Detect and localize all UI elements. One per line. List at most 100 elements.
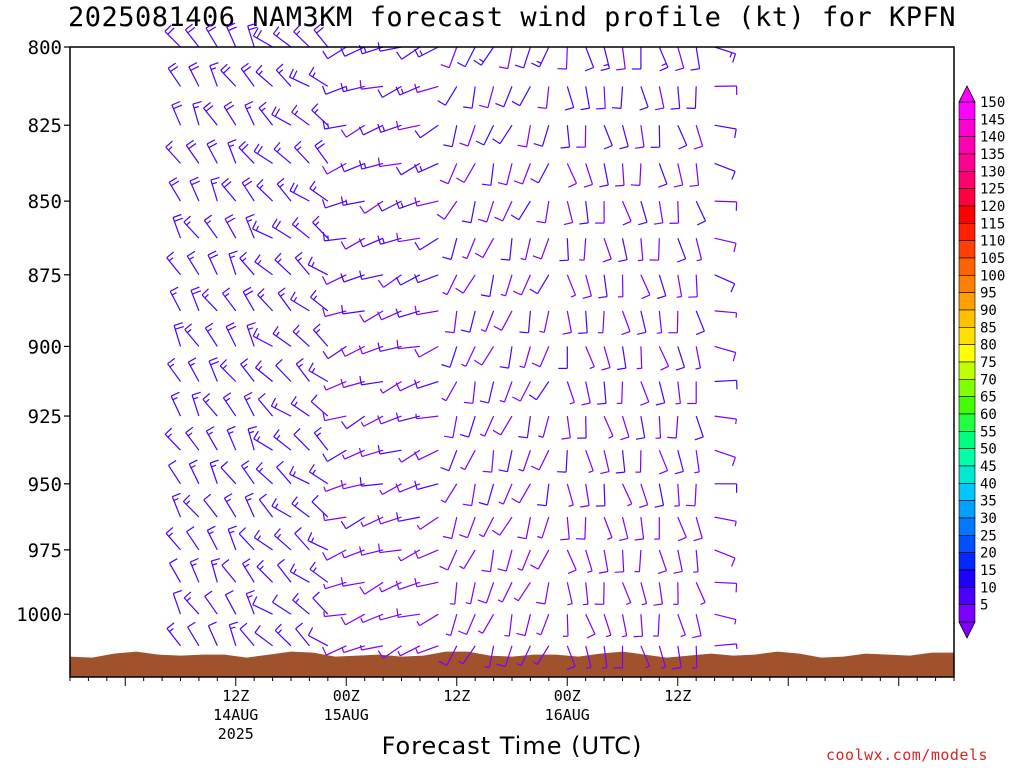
wind-barb	[309, 180, 329, 202]
barb-flag	[272, 326, 279, 335]
wind-barb	[654, 86, 665, 111]
wind-barb	[323, 611, 347, 618]
barb-staff	[658, 238, 660, 261]
barb-staff	[416, 581, 439, 588]
wind-barb	[416, 516, 439, 530]
wind-barb	[295, 358, 310, 382]
barb-staff	[603, 274, 608, 297]
wind-barb	[210, 558, 221, 583]
wind-barb	[255, 461, 274, 485]
barb-flag	[378, 543, 381, 553]
barb-flag	[224, 493, 233, 499]
barb-staff	[621, 415, 630, 438]
barb-flag	[473, 59, 482, 66]
barb-staff	[518, 200, 531, 221]
wind-barb	[465, 582, 476, 605]
barb-flag	[478, 501, 488, 506]
wind-barb	[445, 310, 458, 334]
wind-barb	[566, 483, 574, 507]
wind-barb	[258, 493, 274, 518]
barb-flag	[377, 202, 383, 212]
colorbar-min-arrow	[958, 621, 976, 639]
barb-flag	[377, 415, 382, 425]
barb-staff	[640, 125, 645, 148]
wind-barb	[617, 274, 624, 298]
wind-barb	[714, 310, 738, 318]
barb-staff	[312, 329, 329, 347]
barb-flag	[226, 425, 236, 431]
barb-flag	[175, 326, 184, 330]
wind-barb	[566, 645, 576, 671]
barb-staff	[188, 66, 200, 87]
wind-barb	[461, 346, 476, 367]
wind-barb	[714, 46, 737, 63]
wind-barb	[563, 200, 574, 226]
wind-barb	[184, 323, 200, 347]
barb-flag	[517, 144, 527, 148]
barb-flag	[244, 100, 254, 106]
barb-half-flag	[397, 651, 401, 657]
barb-flag	[528, 394, 537, 401]
barb-half-flag	[696, 259, 702, 262]
barb-flag	[190, 65, 200, 71]
barb-staff	[293, 434, 310, 451]
wind-barb	[639, 483, 649, 509]
barb-half-flag	[700, 601, 706, 605]
barb-half-flag	[477, 630, 483, 634]
barb-flag	[615, 184, 625, 187]
barb-flag	[295, 358, 304, 365]
barb-staff	[271, 226, 292, 239]
barb-flag	[358, 126, 364, 136]
barb-half-flag	[532, 661, 538, 666]
barb-staff	[621, 582, 632, 603]
barb-flag	[322, 50, 329, 60]
barb-staff	[640, 483, 649, 505]
colorbar-label: 90	[980, 303, 997, 319]
barb-flag	[358, 160, 363, 170]
barb-staff	[566, 238, 569, 261]
barb-staff	[489, 274, 495, 297]
barb-half-flag	[359, 644, 363, 651]
barb-staff	[165, 532, 181, 551]
barb-half-flag	[360, 521, 364, 527]
wind-barb	[414, 549, 439, 560]
barb-half-flag	[729, 52, 733, 58]
barb-staff	[466, 613, 476, 635]
wind-barb	[186, 250, 200, 276]
barb-flag	[313, 323, 321, 331]
barb-flag	[253, 143, 260, 152]
barb-staff	[603, 645, 608, 668]
barb-staff	[444, 86, 458, 106]
barb-staff	[252, 335, 273, 347]
barb-flag	[182, 494, 191, 502]
wind-barb	[341, 415, 366, 430]
colorbar-swatch	[958, 171, 976, 189]
barb-flag	[169, 558, 178, 564]
barb-staff	[694, 483, 697, 506]
wind-barb	[415, 645, 439, 654]
barb-flag	[579, 222, 589, 225]
barb-staff	[379, 549, 402, 554]
barb-staff	[506, 450, 513, 472]
wind-barb	[238, 527, 255, 551]
wind-barb	[579, 201, 589, 225]
wind-barb	[695, 200, 707, 226]
wind-barb	[254, 254, 273, 276]
barb-staff	[467, 125, 476, 147]
wind-barb	[186, 526, 200, 551]
barb-half-flag	[293, 296, 298, 302]
barb-staff	[291, 223, 310, 239]
barb-half-flag	[462, 256, 468, 260]
barb-staff	[450, 614, 458, 636]
barb-flag	[442, 256, 452, 261]
barb-staff	[502, 200, 513, 222]
wind-barb	[584, 46, 595, 72]
wind-barb	[359, 644, 384, 651]
barb-flag	[630, 184, 640, 186]
barb-half-flag	[230, 255, 236, 259]
wind-barb	[378, 543, 402, 554]
barb-staff	[382, 483, 402, 496]
barb-staff	[307, 540, 329, 551]
barb-flag	[190, 286, 200, 291]
wind-barb	[165, 140, 181, 164]
